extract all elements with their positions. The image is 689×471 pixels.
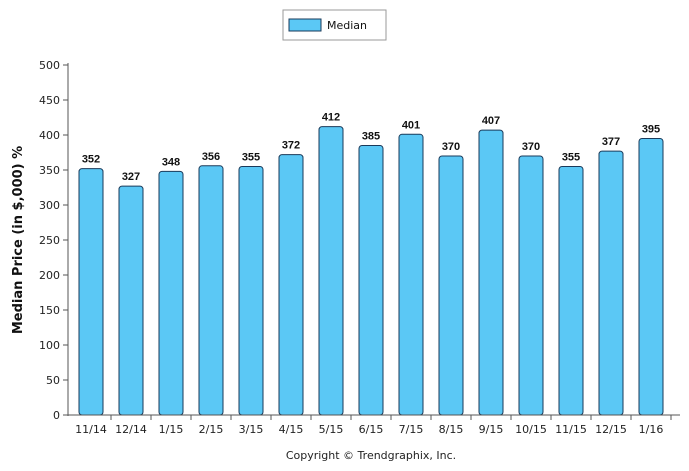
y-tick-label: 150	[39, 304, 60, 317]
legend-swatch	[288, 18, 322, 32]
x-tick-label-4/15: 4/15	[279, 423, 304, 436]
legend-label-median: Median	[327, 19, 367, 32]
x-tick-label-5/15: 5/15	[319, 423, 344, 436]
data-label-5/15: 412	[322, 112, 340, 124]
y-tick-label: 100	[39, 339, 60, 352]
data-label-6/15: 385	[362, 131, 380, 143]
legend: Median	[282, 9, 387, 41]
bar-5/15	[318, 126, 344, 416]
x-tick-label-11/15: 11/15	[555, 423, 587, 436]
data-label-8/15: 370	[442, 141, 460, 153]
data-label-11/14: 352	[82, 154, 100, 166]
data-label-10/15: 370	[522, 141, 540, 153]
x-tick-label-12/14: 12/14	[115, 423, 147, 436]
bar-12/15	[598, 150, 624, 416]
bar-1/16	[638, 138, 664, 416]
x-tick-label-9/15: 9/15	[479, 423, 504, 436]
bar-7/15	[398, 133, 424, 416]
y-tick-label: 500	[39, 59, 60, 72]
x-tick-label-2/15: 2/15	[199, 423, 224, 436]
y-axis: 0 50 100 150 200 250 300 350 400 450 500	[39, 59, 68, 422]
bar-10/15	[518, 155, 544, 416]
data-label-9/15: 407	[482, 115, 500, 127]
x-tick-label-7/15: 7/15	[399, 423, 424, 436]
bar-3/15	[238, 166, 264, 416]
y-tick-label: 350	[39, 164, 60, 177]
bar-8/15	[438, 155, 464, 416]
x-tick-label-11/14: 11/14	[75, 423, 107, 436]
y-tick-label: 250	[39, 234, 60, 247]
copyright-text: Copyright © Trendgraphix, Inc.	[286, 449, 456, 462]
x-tick-label-12/15: 12/15	[595, 423, 627, 436]
x-tick-label-1/15: 1/15	[159, 423, 184, 436]
data-label-11/15: 355	[562, 152, 580, 164]
x-tick-label-1/16: 1/16	[639, 423, 664, 436]
y-tick-label: 400	[39, 129, 60, 142]
data-label-12/15: 377	[602, 136, 620, 148]
bar-11/14	[78, 168, 104, 416]
data-label-12/14: 327	[122, 171, 140, 183]
bar-9/15	[478, 129, 504, 416]
data-label-3/15: 355	[242, 152, 260, 164]
y-axis-label: Median Price (in $,000) %	[11, 146, 26, 334]
x-tick-label-3/15: 3/15	[239, 423, 264, 436]
bars: 352 327 348 356 355 372 412 385 401 370 407 370 355 3…	[78, 112, 664, 416]
y-tick-label: 200	[39, 269, 60, 282]
bar-1/15	[158, 170, 184, 416]
y-tick-label: 450	[39, 94, 60, 107]
x-tick-label-10/15: 10/15	[515, 423, 547, 436]
bar-11/15	[558, 166, 584, 416]
data-label-2/15: 356	[202, 151, 220, 163]
y-tick-label: 300	[39, 199, 60, 212]
data-label-7/15: 401	[402, 119, 420, 131]
data-label-4/15: 372	[282, 140, 300, 152]
bar-2/15	[198, 165, 224, 416]
bar-12/14	[118, 185, 144, 416]
bar-4/15	[278, 154, 304, 416]
data-label-1/15: 348	[162, 156, 180, 168]
data-label-1/16: 395	[642, 124, 660, 136]
y-tick-label: 50	[46, 374, 60, 387]
x-axis: 11/14 12/14 1/15 2/15 3/15 4/15 5/15 6/15 7/15 8/…	[75, 415, 672, 436]
y-tick-label: 0	[53, 409, 60, 422]
bar-6/15	[358, 145, 384, 416]
x-tick-label-6/15: 6/15	[359, 423, 384, 436]
x-tick-label-8/15: 8/15	[439, 423, 464, 436]
